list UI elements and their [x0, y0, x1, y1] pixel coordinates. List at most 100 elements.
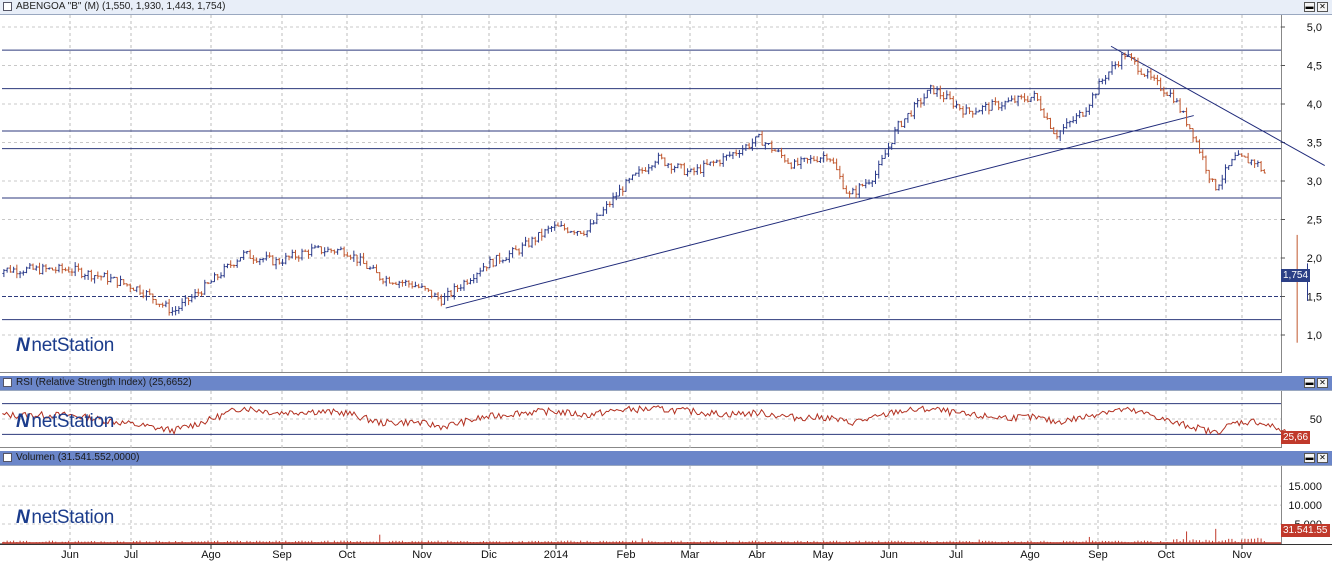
y-tick-label: 4,0	[1307, 99, 1322, 111]
close-icon[interactable]: ✕	[1317, 378, 1328, 388]
ohlc-bar	[935, 86, 939, 97]
x-tick-label: Jul	[124, 549, 138, 561]
ohlc-bar	[358, 253, 362, 266]
ohlc-bar	[874, 170, 878, 185]
x-tick-label: 2014	[544, 549, 568, 561]
ohlc-bar	[1181, 110, 1185, 113]
ohlc-bar	[242, 250, 246, 260]
minimize-icon[interactable]: ▬	[1304, 453, 1315, 463]
ohlc-bar	[734, 149, 738, 157]
ohlc-bar	[919, 97, 923, 108]
volume-panel-header[interactable]: Volumen (31.541.552,0000) ▬ ✕	[0, 451, 1332, 466]
ohlc-bar	[200, 291, 204, 297]
ohlc-bar	[1168, 89, 1172, 98]
ohlc-bar	[303, 249, 307, 252]
ohlc-bar	[511, 247, 515, 258]
ohlc-bar	[1061, 124, 1065, 135]
ohlc-bar	[1120, 52, 1124, 70]
ohlc-bar	[818, 157, 822, 164]
ohlc-bar	[737, 149, 741, 158]
ohlc-bar	[1136, 57, 1140, 75]
minimize-icon[interactable]: ▬	[1304, 378, 1315, 388]
ohlc-bar	[728, 151, 732, 158]
ohlc-bar	[1081, 111, 1085, 117]
ohlc-bar	[1220, 174, 1224, 190]
ohlc-bar	[67, 266, 71, 273]
ohlc-bar	[530, 236, 534, 248]
ohlc-bar	[193, 289, 197, 300]
rsi-panel-header[interactable]: RSI (Relative Strength Index) (25,6652) …	[0, 376, 1332, 391]
ohlc-bar	[967, 107, 971, 115]
ohlc-bar	[1139, 68, 1143, 75]
ohlc-bar	[25, 266, 29, 274]
x-tick-label: Ago	[1020, 549, 1040, 561]
ohlc-bar	[41, 263, 45, 275]
ohlc-bar	[990, 99, 994, 111]
ohlc-bar	[802, 157, 806, 162]
x-tick-label: May	[813, 549, 834, 561]
x-tick-label: Sep	[272, 549, 292, 561]
rsi-line[interactable]	[2, 405, 1298, 440]
ohlc-bar	[1113, 61, 1117, 70]
ohlc-bar	[248, 249, 252, 259]
ohlc-bar	[1029, 96, 1033, 103]
close-icon[interactable]: ✕	[1317, 453, 1328, 463]
ohlc-bar	[890, 143, 894, 150]
ohlc-bar	[99, 275, 103, 281]
ohlc-bar	[938, 85, 942, 100]
ohlc-bar	[465, 279, 469, 285]
ohlc-bar	[306, 249, 310, 259]
x-tick-label: Dic	[481, 549, 497, 561]
close-icon[interactable]: ✕	[1317, 2, 1328, 12]
minimize-icon[interactable]: ▬	[1304, 2, 1315, 12]
ohlc-bar	[1039, 95, 1043, 111]
ohlc-bar	[378, 272, 382, 281]
ohlc-bar	[268, 252, 272, 259]
ohlc-bar	[1016, 95, 1020, 107]
ohlc-bar	[961, 105, 965, 118]
ohlc-bar	[864, 178, 868, 189]
ohlc-bar	[407, 280, 411, 288]
ohlc-bar	[1243, 155, 1247, 158]
ohlc-bar	[1204, 155, 1208, 174]
ohlc-bar	[993, 97, 997, 106]
ohlc-bar	[287, 255, 291, 261]
ohlc-bar	[585, 230, 589, 238]
panel-check-icon[interactable]	[3, 2, 12, 11]
ohlc-bar	[329, 248, 333, 253]
ohlc-bar	[754, 136, 758, 147]
ohlc-bar	[1240, 153, 1244, 157]
ohlc-bar	[1256, 160, 1260, 168]
ohlc-bar	[404, 279, 408, 286]
ohlc-bar	[413, 281, 417, 288]
ohlc-bar	[1133, 56, 1137, 65]
price-plot-area[interactable]	[0, 15, 1282, 373]
ohlc-bar	[5, 267, 9, 273]
trendline[interactable]	[1110, 45, 1325, 167]
ohlc-bar	[948, 91, 952, 100]
rsi-plot-area[interactable]	[0, 391, 1282, 448]
ohlc-bar	[549, 226, 553, 232]
ohlc-bar	[449, 290, 453, 298]
x-tick-label: Abr	[748, 549, 765, 561]
ohlc-bar	[316, 245, 320, 249]
ohlc-bar	[1246, 152, 1250, 164]
ohlc-bar	[1217, 184, 1221, 191]
ohlc-bar	[1042, 108, 1046, 118]
ohlc-bar	[1110, 61, 1114, 75]
ohlc-bar	[251, 255, 255, 264]
ohlc-bar	[1000, 101, 1004, 112]
ohlc-bar	[537, 231, 541, 243]
ohlc-bar	[264, 251, 268, 261]
ohlc-bar	[313, 244, 317, 249]
panel-check-icon[interactable]	[3, 453, 12, 462]
price-panel-header[interactable]: ABENGOA "B" (M) (1,550, 1,930, 1,443, 1,…	[0, 0, 1332, 15]
ohlc-bar	[138, 284, 142, 296]
ohlc-bar	[1074, 113, 1078, 124]
trendline[interactable]	[445, 115, 1194, 309]
panel-check-icon[interactable]	[3, 378, 12, 387]
ohlc-bar	[164, 300, 168, 308]
ohlc-bar	[692, 167, 696, 176]
